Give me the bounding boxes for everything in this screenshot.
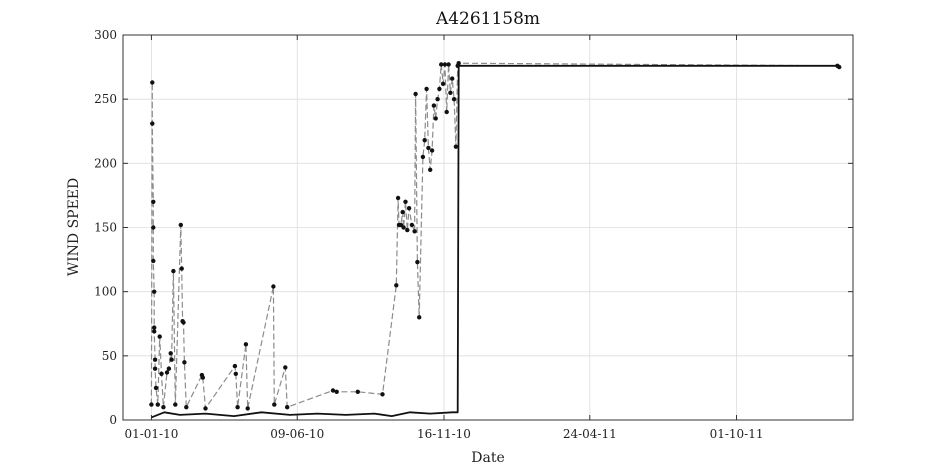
y-tick-label-2: 100 xyxy=(94,285,117,299)
data-point-0-38 xyxy=(283,365,288,370)
y-tick-label-0: 0 xyxy=(109,413,117,427)
data-point-0-48 xyxy=(400,209,405,215)
data-point-0-69 xyxy=(440,81,446,87)
series-group xyxy=(149,61,842,419)
data-point-0-52 xyxy=(406,206,412,211)
data-point-0-76 xyxy=(453,144,459,149)
data-point-0-39 xyxy=(285,405,290,410)
data-point-0-37 xyxy=(272,402,277,407)
data-point-0-71 xyxy=(444,109,449,115)
data-point-0-11 xyxy=(153,385,159,391)
chart-title: A4261158m xyxy=(435,9,540,29)
x-tick-label-2: 16-11-10 xyxy=(417,427,471,441)
data-point-0-60 xyxy=(424,86,429,92)
data-point-0-17 xyxy=(166,366,172,371)
y-tick-label-4: 200 xyxy=(94,156,117,170)
data-point-0-31 xyxy=(232,363,238,369)
y-axis-label: WIND SPEED xyxy=(66,178,82,277)
x-tick-label-1: 09-06-10 xyxy=(270,427,324,441)
data-point-0-25 xyxy=(181,320,186,325)
data-point-0-35 xyxy=(245,406,250,411)
data-point-0-73 xyxy=(448,90,453,96)
data-point-0-8 xyxy=(152,329,157,334)
data-point-0-49 xyxy=(401,225,406,230)
data-point-0-50 xyxy=(403,199,408,204)
data-point-0-15 xyxy=(161,405,166,410)
data-point-0-59 xyxy=(422,138,427,143)
data-point-0-78 xyxy=(456,61,461,66)
data-point-0-44 xyxy=(394,283,399,288)
x-tick-label-0: 01-01-10 xyxy=(124,427,178,441)
data-point-0-6 xyxy=(152,289,157,294)
series-line-1 xyxy=(151,64,840,419)
data-point-0-18 xyxy=(168,351,173,356)
data-point-0-61 xyxy=(426,145,431,151)
data-point-0-68 xyxy=(439,62,444,67)
data-point-0-55 xyxy=(413,91,418,97)
data-point-0-16 xyxy=(164,370,170,375)
data-point-0-9 xyxy=(152,357,158,362)
data-point-0-22 xyxy=(178,222,183,228)
data-point-0-0 xyxy=(149,402,154,407)
data-point-0-51 xyxy=(405,227,410,233)
data-point-0-72 xyxy=(446,62,451,67)
data-point-0-67 xyxy=(437,86,442,92)
data-point-0-45 xyxy=(395,195,401,201)
data-point-0-4 xyxy=(151,225,156,230)
data-point-0-58 xyxy=(420,154,426,160)
data-point-0-34 xyxy=(243,342,249,347)
data-point-0-66 xyxy=(435,97,440,102)
data-point-0-3 xyxy=(151,199,156,204)
x-tick-label-3: 24-04-11 xyxy=(563,427,617,441)
data-point-0-43 xyxy=(380,392,385,397)
tick-group: 0 50 100 150 200 250 300 01-01-10 09-06-10 16-11-… xyxy=(94,28,853,441)
data-point-0-41 xyxy=(334,389,339,394)
data-point-0-12 xyxy=(155,402,160,407)
data-point-0-65 xyxy=(433,116,438,121)
data-point-0-30 xyxy=(203,406,208,411)
data-point-0-26 xyxy=(182,360,187,365)
data-point-0-63 xyxy=(429,148,435,153)
data-point-0-70 xyxy=(442,62,448,67)
data-point-0-19 xyxy=(169,357,174,362)
data-point-0-36 xyxy=(271,284,276,289)
x-tick-label-4: 01-10-11 xyxy=(710,427,764,441)
x-axis-label: Date xyxy=(471,450,504,466)
data-point-0-62 xyxy=(428,167,433,172)
data-point-0-56 xyxy=(415,259,420,265)
data-point-0-29 xyxy=(200,375,205,380)
data-point-0-2 xyxy=(150,121,155,126)
data-point-0-5 xyxy=(151,258,156,264)
data-point-0-64 xyxy=(431,103,437,108)
y-tick-label-1: 50 xyxy=(102,349,117,363)
data-point-0-54 xyxy=(412,229,417,234)
data-point-0-53 xyxy=(409,222,415,228)
data-point-0-40 xyxy=(330,388,336,393)
y-tick-label-3: 150 xyxy=(94,221,117,235)
y-tick-label-5: 250 xyxy=(94,92,117,106)
data-point-0-33 xyxy=(235,405,240,410)
data-point-0-1 xyxy=(150,80,155,85)
data-point-0-32 xyxy=(233,371,238,376)
data-point-0-20 xyxy=(171,268,176,274)
y-tick-label-6: 300 xyxy=(94,28,117,42)
data-point-0-7 xyxy=(152,325,157,330)
data-point-0-10 xyxy=(152,366,158,371)
data-point-0-13 xyxy=(157,334,162,339)
data-point-0-74 xyxy=(450,76,455,81)
data-point-0-21 xyxy=(173,402,178,407)
data-point-0-57 xyxy=(417,315,422,320)
data-point-0-27 xyxy=(184,405,189,410)
data-point-0-14 xyxy=(159,371,164,376)
data-point-0-42 xyxy=(355,389,360,394)
data-point-0-23 xyxy=(179,266,184,271)
data-point-0-75 xyxy=(451,97,457,102)
